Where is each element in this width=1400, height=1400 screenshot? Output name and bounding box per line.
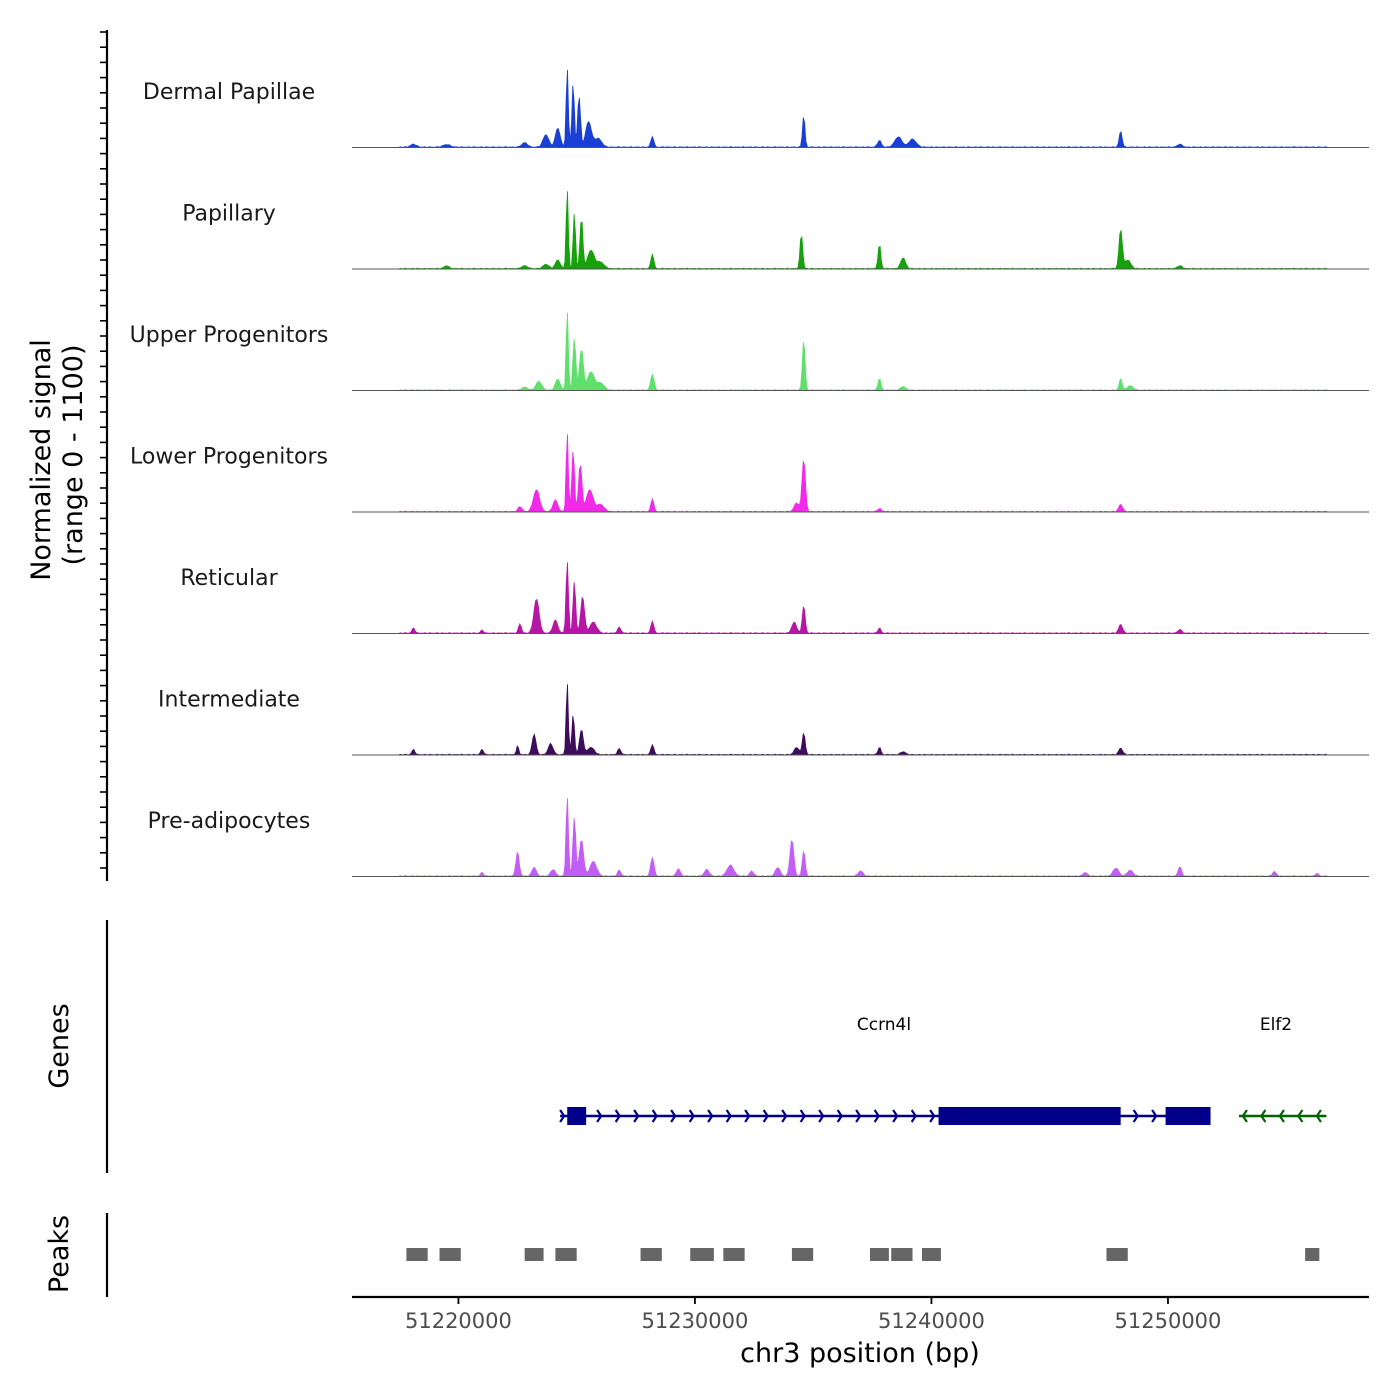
coverage-area: [398, 69, 1327, 148]
strand-arrow: [1315, 1109, 1322, 1123]
peak-region: [891, 1248, 913, 1261]
strand-arrow: [855, 1109, 862, 1123]
strand-arrow: [1278, 1109, 1285, 1123]
strand-arrow: [836, 1109, 843, 1123]
strand-arrow: [781, 1109, 788, 1123]
genes-panel: Ccrn4l Elf2: [105, 920, 1327, 1173]
peaks-panel: [105, 1213, 1320, 1297]
track-label: Lower Progenitors: [130, 445, 328, 470]
coverage-area: [398, 191, 1327, 270]
peak-region: [555, 1248, 577, 1261]
x-axis-title: chr3 position (bp): [740, 1338, 980, 1369]
gene-name: Elf2: [1260, 1015, 1292, 1035]
coverage-area: [398, 312, 1327, 391]
track-reticular: Reticular: [180, 562, 1369, 634]
strand-arrow: [725, 1109, 732, 1123]
peak-region: [869, 1248, 889, 1261]
strand-arrow: [651, 1109, 658, 1123]
track-lower-progenitors: Lower Progenitors: [130, 434, 1369, 513]
strand-arrow: [688, 1109, 695, 1123]
strand-arrow: [596, 1109, 603, 1123]
strand-arrow: [1241, 1109, 1248, 1123]
track-label: Pre-adipocytes: [148, 809, 311, 834]
track-intermediate: Intermediate: [158, 684, 1369, 756]
strand-arrow: [873, 1109, 880, 1123]
strand-arrow: [744, 1109, 751, 1123]
exon-block: [1165, 1107, 1211, 1125]
track-label: Intermediate: [158, 688, 300, 713]
track-label: Dermal Papillae: [143, 80, 315, 105]
gene-ccrn4l: Ccrn4l: [559, 1015, 1211, 1125]
peak-region: [1305, 1248, 1320, 1261]
peak-region: [640, 1248, 662, 1261]
coverage-area: [398, 684, 1327, 756]
track-upper-progenitors: Upper Progenitors: [130, 312, 1369, 391]
genes-panel-title: Genes: [44, 1003, 75, 1088]
track-label: Upper Progenitors: [130, 323, 329, 348]
strand-arrow: [910, 1109, 917, 1123]
peak-region: [791, 1248, 814, 1261]
peak-region: [690, 1248, 714, 1261]
strand-arrow: [818, 1109, 825, 1123]
strand-arrow: [929, 1109, 936, 1123]
strand-arrow: [1297, 1109, 1304, 1123]
strand-arrow: [614, 1109, 621, 1123]
peaks-panel-title: Peaks: [44, 1215, 75, 1293]
strand-arrow: [559, 1109, 566, 1123]
x-axis: 51220000 51230000 51240000 51250000: [352, 1295, 1369, 1333]
y-axis-range: (range 0 - 1100): [58, 345, 89, 566]
x-tick-label: 51220000: [405, 1309, 512, 1333]
strand-arrow: [633, 1109, 640, 1123]
gene-elf2: Elf2: [1238, 1015, 1327, 1123]
x-tick-label: 51240000: [878, 1309, 985, 1333]
track-papillary: Papillary: [182, 191, 1369, 270]
peak-region: [406, 1248, 428, 1261]
coverage-area: [398, 562, 1327, 634]
strand-arrow: [670, 1109, 677, 1123]
peak-region: [439, 1248, 461, 1261]
strand-arrow: [892, 1109, 899, 1123]
exon-block: [567, 1107, 587, 1125]
peak-region: [921, 1248, 941, 1261]
exon-block: [938, 1107, 1121, 1125]
track-dermal-papillae: Dermal Papillae: [143, 69, 1369, 148]
peak-region: [524, 1248, 544, 1261]
track-label: Papillary: [182, 202, 276, 227]
peak-region: [1106, 1248, 1128, 1261]
strand-arrow: [1151, 1109, 1158, 1123]
x-tick-label: 51250000: [1115, 1309, 1222, 1333]
coverage-area: [398, 798, 1327, 877]
strand-arrow: [707, 1109, 714, 1123]
coverage-area: [398, 434, 1327, 513]
strand-arrow: [1132, 1109, 1139, 1123]
signal-panel: Dermal Papillae Papillary Upper Progenitor…: [100, 30, 1369, 881]
x-tick-label: 51230000: [641, 1309, 748, 1333]
strand-arrow: [1260, 1109, 1267, 1123]
strand-arrow: [799, 1109, 806, 1123]
peak-region: [723, 1248, 745, 1261]
gene-name: Ccrn4l: [857, 1015, 911, 1035]
track-pre-adipocytes: Pre-adipocytes: [148, 798, 1369, 877]
track-label: Reticular: [180, 566, 278, 591]
y-axis-title: Normalized signal: [26, 339, 57, 581]
strand-arrow: [762, 1109, 769, 1123]
